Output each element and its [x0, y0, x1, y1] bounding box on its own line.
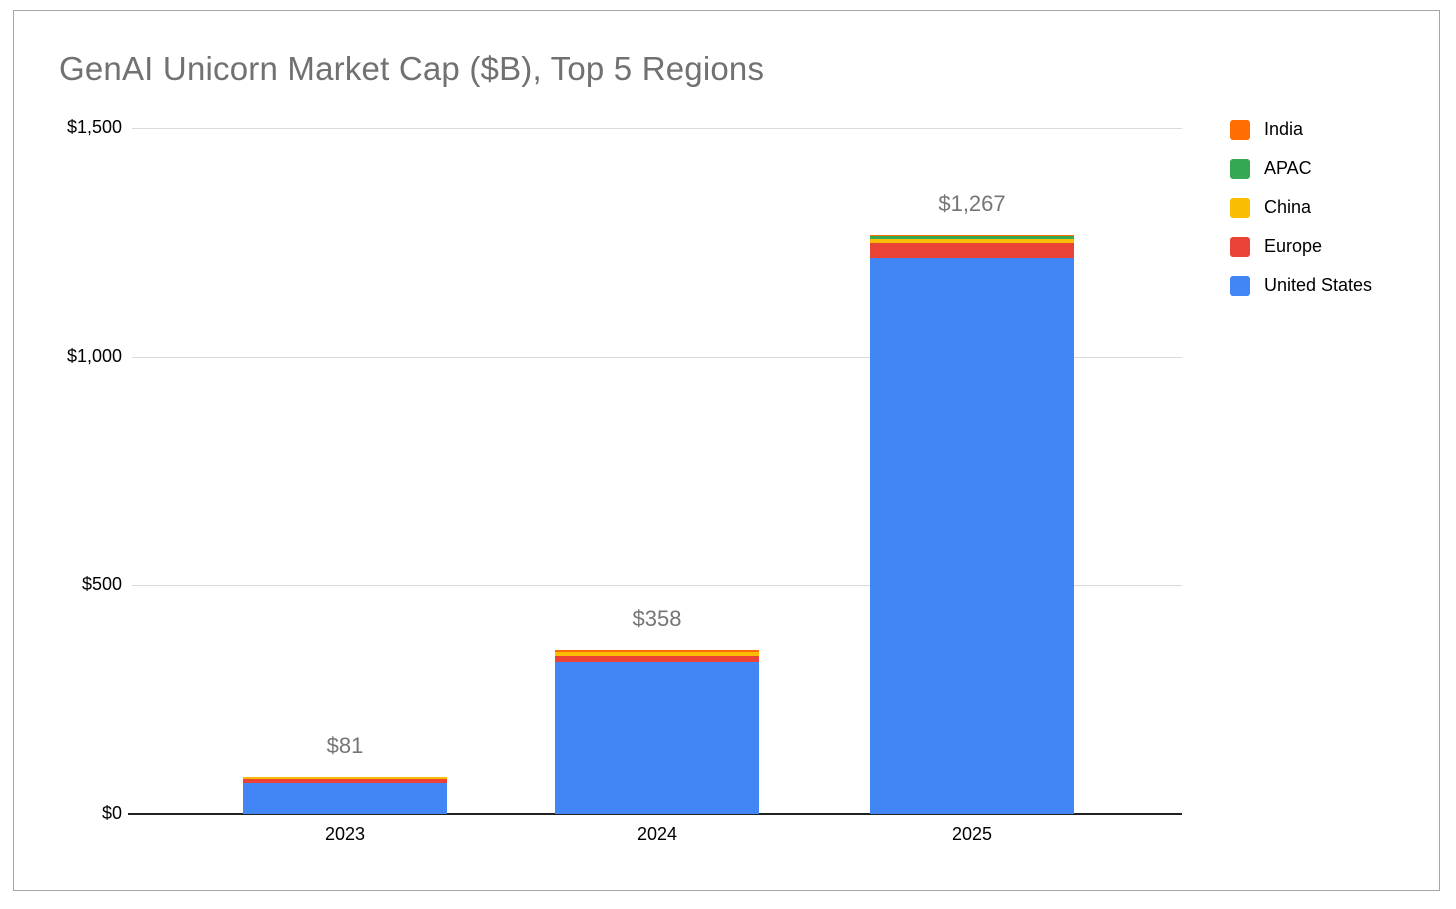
gridline-1000 [132, 356, 1182, 358]
legend-item-apac: APAC [1230, 149, 1372, 188]
gridline-1500 [132, 128, 1182, 129]
legend-swatch-china-icon [1230, 197, 1250, 218]
bar-total-label-2023: $81 [326, 732, 364, 758]
bar-segment-united-states-2023 [243, 783, 447, 814]
bar-total-label-2025: $1,267 [938, 190, 1006, 216]
bar-segment-united-states-2025 [870, 257, 1074, 814]
bar-segment-china-2025 [870, 238, 1074, 244]
bar-segment-europe-2023 [243, 779, 447, 784]
y-tick-label-1000: $1,000 [66, 345, 122, 366]
legend-item-united-states: United States [1230, 266, 1372, 305]
bar-segment-india-2025 [870, 234, 1074, 236]
legend-label-india: India [1264, 119, 1304, 139]
legend-swatch-united-states-icon [1230, 275, 1250, 296]
legend-swatch-india-icon [1230, 119, 1250, 140]
legend-label-china: China [1264, 197, 1312, 217]
y-tick-label-500: $500 [81, 574, 122, 595]
legend-item-europe: Europe [1230, 227, 1372, 266]
legend-swatch-apac-icon [1230, 158, 1250, 179]
bar-segment-apac-2025 [870, 235, 1074, 239]
gridline-500 [132, 585, 1182, 587]
bar-segment-united-states-2024 [555, 662, 759, 814]
y-tick-label-0: $0 [101, 803, 122, 823]
x-tick-label-2025: 2025 [951, 824, 993, 844]
legend: India APAC China Europe United States [1230, 110, 1372, 305]
bar-total-label-2024: $358 [632, 606, 682, 632]
bar-segment-india-2024 [555, 650, 759, 653]
bar-segment-europe-2025 [870, 243, 1074, 258]
legend-label-apac: APAC [1264, 158, 1312, 178]
bar-segment-europe-2024 [555, 656, 759, 663]
x-tick-label-2024: 2024 [636, 824, 678, 844]
chart-title: GenAI Unicorn Market Cap ($B), Top 5 Reg… [59, 50, 765, 87]
x-axis-line [128, 813, 1182, 815]
legend-label-united-states: United States [1264, 275, 1373, 295]
legend-item-india: India [1230, 110, 1372, 149]
legend-item-china: China [1230, 188, 1372, 227]
bar-segment-china-2023 [243, 776, 447, 780]
x-tick-label-2023: 2023 [324, 824, 366, 844]
legend-swatch-europe-icon [1230, 236, 1250, 257]
y-tick-label-1500: $1,500 [66, 117, 122, 137]
legend-label-europe: Europe [1264, 236, 1323, 256]
bar-segment-china-2024 [555, 652, 759, 657]
